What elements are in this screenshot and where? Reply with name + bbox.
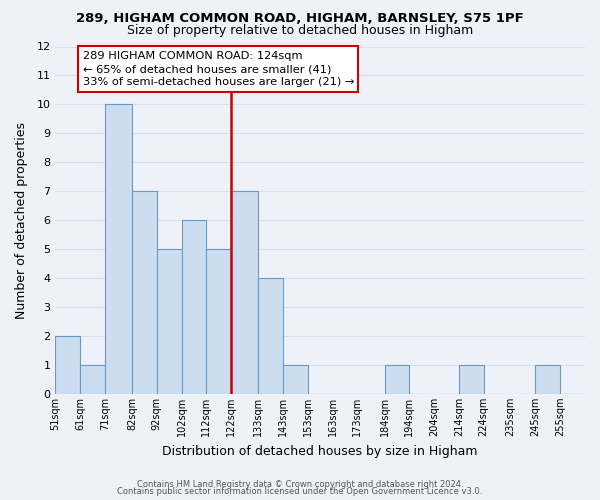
Bar xyxy=(535,365,560,394)
Text: Contains HM Land Registry data © Crown copyright and database right 2024.: Contains HM Land Registry data © Crown c… xyxy=(137,480,463,489)
Text: 289, HIGHAM COMMON ROAD, HIGHAM, BARNSLEY, S75 1PF: 289, HIGHAM COMMON ROAD, HIGHAM, BARNSLE… xyxy=(76,12,524,26)
Bar xyxy=(385,365,409,394)
X-axis label: Distribution of detached houses by size in Higham: Distribution of detached houses by size … xyxy=(163,444,478,458)
Bar xyxy=(132,191,157,394)
Bar xyxy=(105,104,132,394)
Bar xyxy=(55,336,80,394)
Bar xyxy=(258,278,283,394)
Text: Contains public sector information licensed under the Open Government Licence v3: Contains public sector information licen… xyxy=(118,487,482,496)
Y-axis label: Number of detached properties: Number of detached properties xyxy=(15,122,28,318)
Bar xyxy=(182,220,206,394)
Bar xyxy=(231,191,258,394)
Bar xyxy=(80,365,105,394)
Text: 289 HIGHAM COMMON ROAD: 124sqm
← 65% of detached houses are smaller (41)
33% of : 289 HIGHAM COMMON ROAD: 124sqm ← 65% of … xyxy=(83,51,354,87)
Bar xyxy=(459,365,484,394)
Bar xyxy=(283,365,308,394)
Text: Size of property relative to detached houses in Higham: Size of property relative to detached ho… xyxy=(127,24,473,37)
Bar xyxy=(157,249,182,394)
Bar xyxy=(206,249,231,394)
